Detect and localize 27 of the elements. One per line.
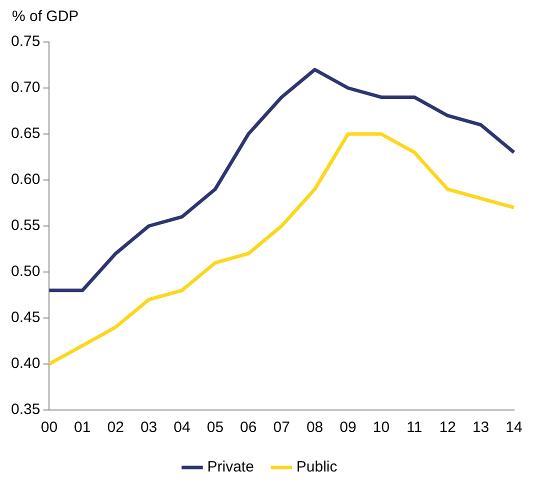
x-tick-label: 09 (340, 419, 356, 436)
x-tick-label: 01 (74, 419, 91, 436)
y-tick-label: 0.65 (10, 125, 40, 142)
y-tick-label: 0.55 (10, 217, 40, 234)
x-tick-label: 14 (506, 419, 522, 436)
x-tick-label: 11 (406, 419, 422, 436)
y-tick-label: 0.40 (10, 355, 40, 372)
legend-label: Public (296, 458, 338, 476)
legend-label: Private (207, 458, 254, 476)
x-tick-label: 07 (273, 419, 290, 436)
x-tick-label: 12 (439, 419, 456, 436)
x-tick-label: 08 (306, 419, 324, 436)
y-tick-label: 0.50 (10, 263, 40, 280)
x-tick-label: 06 (240, 419, 257, 436)
x-tick-label: 13 (472, 419, 490, 436)
y-tick-label: 0.75 (10, 33, 40, 50)
y-tick-label: 0.35 (10, 401, 40, 418)
x-tick-label: 03 (140, 419, 158, 436)
y-axis-title: % of GDP (11, 8, 80, 27)
x-tick-label: 10 (372, 419, 390, 436)
x-tick-label: 00 (40, 419, 58, 436)
x-tick-label: 04 (174, 419, 190, 436)
x-tick-label: 02 (107, 419, 124, 436)
y-tick-label: 0.70 (10, 79, 40, 96)
y-tick-label: 0.45 (10, 309, 40, 326)
y-tick-label: 0.60 (10, 171, 40, 188)
x-tick-label: 05 (206, 419, 224, 436)
